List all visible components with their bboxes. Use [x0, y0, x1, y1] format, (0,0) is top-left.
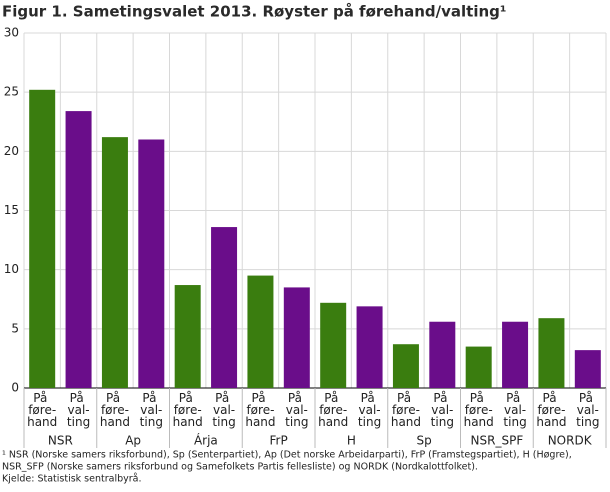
bar — [429, 321, 456, 388]
x-group-label: H — [347, 434, 356, 448]
y-tick-label: 25 — [4, 85, 19, 99]
bar-sub-label: På føre-hand — [100, 391, 130, 429]
bar — [392, 344, 419, 388]
bar-sub-label: På føre-hand — [173, 391, 203, 429]
x-group-label: Sp — [417, 434, 432, 448]
x-group-label: NORDK — [548, 434, 593, 448]
bar-sub-label: På føre-hand — [464, 391, 494, 429]
bar — [538, 318, 565, 388]
y-tick-label: 10 — [4, 262, 19, 276]
bar-sub-label: På føre-hand — [391, 391, 421, 429]
bar — [211, 227, 238, 388]
bar — [29, 89, 56, 389]
bar-sub-label: På føre-hand — [536, 391, 566, 429]
x-group-label: Árja — [194, 433, 218, 448]
bar-sub-label: På føre-hand — [245, 391, 275, 429]
bar-sub-label: På val-ting — [431, 391, 454, 429]
bar — [320, 302, 347, 388]
y-tick-label: 0 — [11, 381, 19, 395]
bar-sub-label: På val-ting — [576, 391, 599, 429]
bar-sub-label: På føre-hand — [318, 391, 348, 429]
bar — [101, 137, 128, 388]
x-group-label: FrP — [270, 434, 288, 448]
bar — [65, 111, 92, 388]
footnote: NSR_SFP (Norske samers riksforbund og Sa… — [2, 462, 478, 473]
bar-sub-label: På val-ting — [503, 391, 526, 429]
chart-title: Figur 1. Sametingsvalet 2013. Røyster på… — [2, 3, 507, 21]
bar — [465, 346, 492, 388]
bar — [502, 321, 529, 388]
bar-sub-label: På føre-hand — [27, 391, 57, 429]
x-group-label: NSR_SPF — [471, 434, 524, 448]
x-group-label: NSR — [48, 434, 73, 448]
y-tick-label: 30 — [4, 26, 19, 40]
bar — [283, 287, 310, 388]
bar-sub-label: På val-ting — [358, 391, 381, 429]
footnote: Kjelde: Statistisk sentralbyrå. — [2, 474, 141, 485]
bar — [574, 350, 601, 388]
x-group-label: Ap — [125, 434, 141, 448]
y-tick-label: 5 — [11, 321, 19, 335]
y-tick-label: 15 — [4, 203, 19, 217]
bar — [356, 306, 383, 388]
bar — [138, 139, 165, 388]
y-tick-label: 20 — [4, 144, 19, 158]
bar — [174, 285, 201, 388]
bar — [247, 275, 274, 388]
bar-sub-label: På val-ting — [140, 391, 163, 429]
bar-sub-label: På val-ting — [212, 391, 235, 429]
bar-sub-label: På val-ting — [67, 391, 90, 429]
footnote: ¹ NSR (Norske samers riksforbund), Sp (S… — [2, 450, 572, 461]
bar-sub-label: På val-ting — [285, 391, 308, 429]
